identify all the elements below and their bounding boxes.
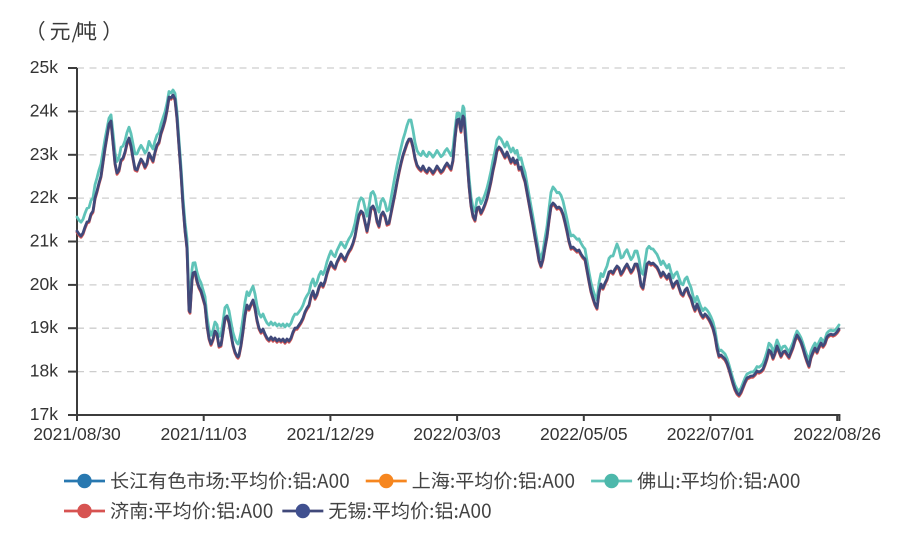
svg-text:19k: 19k (30, 317, 58, 337)
svg-text:23k: 23k (30, 144, 58, 164)
svg-text:25k: 25k (30, 57, 58, 77)
svg-text:2022/03/03: 2022/03/03 (413, 424, 501, 444)
svg-text:17k: 17k (30, 404, 58, 424)
svg-text:20k: 20k (30, 274, 58, 294)
svg-text:2022/08/26: 2022/08/26 (793, 424, 881, 444)
svg-text:22k: 22k (30, 187, 58, 207)
svg-text:18k: 18k (30, 361, 58, 381)
svg-text:2022/07/01: 2022/07/01 (667, 424, 755, 444)
svg-text:2021/12/29: 2021/12/29 (287, 424, 375, 444)
svg-text:2021/08/30: 2021/08/30 (33, 424, 121, 444)
svg-text:2022/05/05: 2022/05/05 (540, 424, 628, 444)
svg-text:24k: 24k (30, 100, 58, 120)
svg-text:2021/11/03: 2021/11/03 (161, 424, 247, 444)
svg-text:21k: 21k (30, 231, 58, 251)
